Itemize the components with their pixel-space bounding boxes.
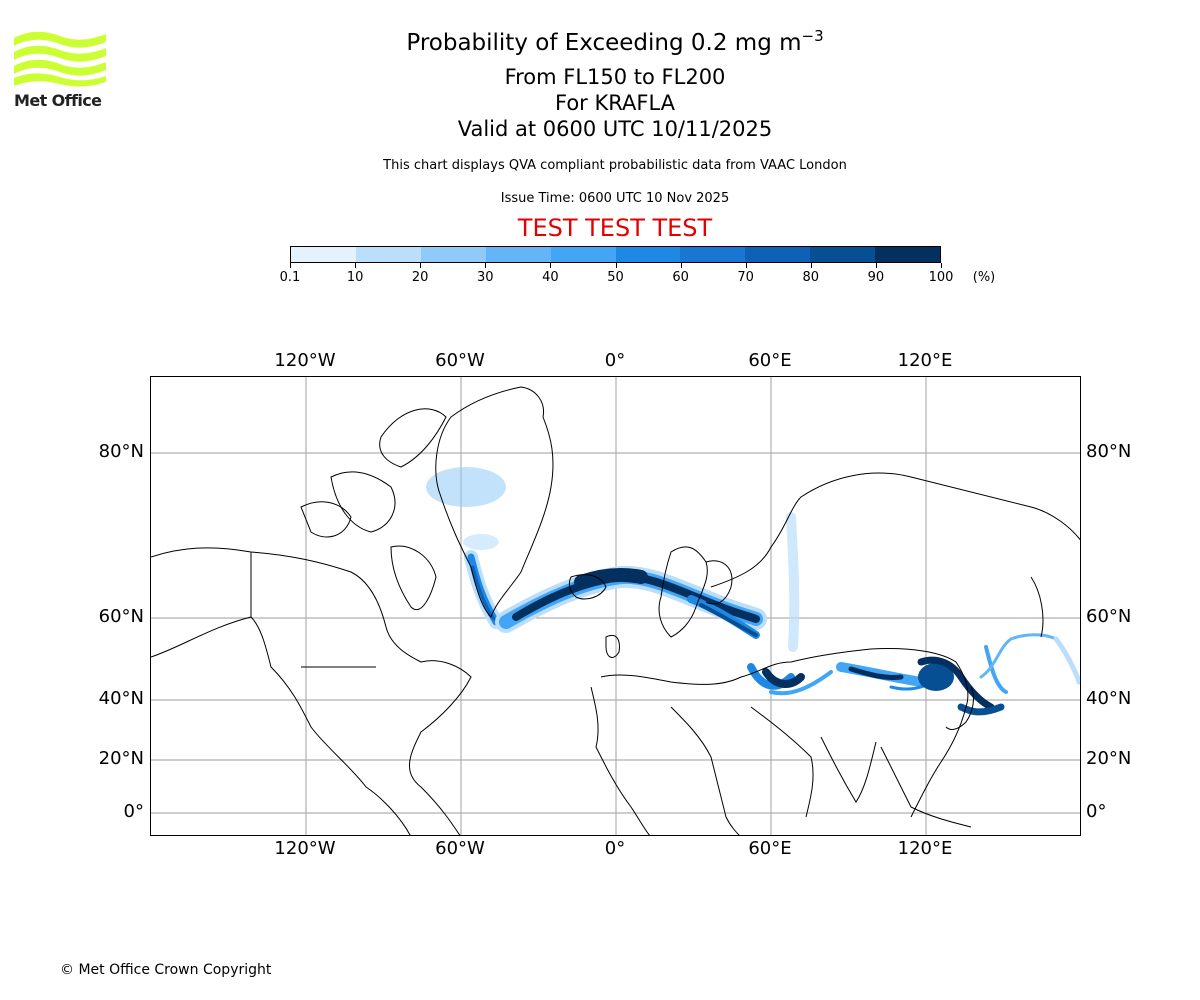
- colorbar-unit: (%): [972, 270, 996, 285]
- top-longitude-label: 0°: [604, 350, 626, 371]
- colorbar-bin-1: [355, 247, 421, 262]
- colorbar-tick-label: 60: [672, 270, 689, 285]
- colorbar-bin-8: [810, 247, 876, 262]
- colorbar-tick: [745, 263, 747, 268]
- colorbar-bin-7: [745, 247, 811, 262]
- colorbar-tick-label: 50: [607, 270, 624, 285]
- colorbar-tick: [420, 263, 422, 268]
- colorbar: [290, 246, 941, 263]
- met-office-logo: Met Office: [14, 30, 106, 112]
- bottom-longitude-label: 0°: [604, 838, 626, 859]
- chart-title: Probability of Exceeding 0.2 mg m−3: [0, 27, 1200, 56]
- colorbar-tick: [355, 263, 357, 268]
- colorbar-bin-0: [291, 247, 356, 262]
- colorbar-tick: [485, 263, 487, 268]
- left-latitude-label: 60°N: [98, 606, 144, 627]
- colorbar-bin-9: [875, 247, 941, 262]
- copyright: © Met Office Crown Copyright: [60, 962, 272, 978]
- right-latitude-label: 20°N: [1086, 748, 1132, 769]
- wave-logo-icon: [14, 31, 106, 87]
- map-panel[interactable]: [150, 376, 1081, 836]
- title-text: Probability of Exceeding 0.2 mg m: [406, 30, 802, 56]
- chart-subtitle: From FL150 to FL200 For KRAFLA Valid at …: [0, 64, 1200, 142]
- colorbar-tick-label: 0.1: [279, 270, 301, 285]
- test-banner: TEST TEST TEST: [517, 214, 713, 242]
- map-canvas: [151, 377, 1080, 835]
- bottom-longitude-label: 120°W: [274, 838, 336, 859]
- colorbar-tick-label: 20: [411, 270, 429, 285]
- right-latitude-label: 40°N: [1086, 688, 1132, 709]
- colorbar-tick-label: 10: [346, 270, 364, 285]
- title-exponent: −3: [801, 27, 824, 45]
- ash-probability-field: [426, 467, 1080, 716]
- top-longitude-label: 120°E: [897, 350, 953, 371]
- colorbar-bin-6: [680, 247, 746, 262]
- colorbar-tick: [550, 263, 552, 268]
- colorbar-tick: [941, 263, 942, 268]
- colorbar-tick: [875, 263, 877, 268]
- bottom-longitude-label: 60°W: [435, 838, 485, 859]
- bottom-longitude-label: 60°E: [748, 838, 792, 859]
- top-longitude-label: 60°W: [435, 350, 485, 371]
- flight-levels: From FL150 to FL200: [504, 65, 726, 89]
- left-latitude-label: 0°: [123, 801, 144, 822]
- colorbar-tick-label: 100: [928, 270, 954, 285]
- top-longitude-label: 120°W: [274, 350, 336, 371]
- right-latitude-label: 80°N: [1086, 441, 1132, 462]
- colorbar-tick-label: 90: [867, 270, 885, 285]
- colorbar-bin-3: [485, 247, 551, 262]
- coastlines: [151, 386, 1080, 835]
- description: This chart displays QVA compliant probab…: [383, 158, 847, 173]
- left-latitude-label: 80°N: [98, 441, 144, 462]
- colorbar-tick: [680, 263, 682, 268]
- left-latitude-label: 20°N: [98, 748, 144, 769]
- colorbar-tick-label: 70: [737, 270, 754, 285]
- top-longitude-label: 60°E: [748, 350, 792, 371]
- logo-text: Met Office: [14, 91, 102, 110]
- colorbar-tick-label: 80: [802, 270, 820, 285]
- colorbar-ticks: [290, 263, 942, 269]
- colorbar-bin-2: [420, 247, 486, 262]
- colorbar-tick: [615, 263, 617, 268]
- volcano-name: For KRAFLA: [555, 91, 675, 115]
- graticule: [151, 377, 1080, 835]
- right-latitude-label: 0°: [1086, 801, 1107, 822]
- left-latitude-label: 40°N: [98, 688, 144, 709]
- bottom-longitude-label: 120°E: [897, 838, 953, 859]
- colorbar-bin-4: [550, 247, 616, 262]
- colorbar-tick: [290, 263, 291, 268]
- valid-time: Valid at 0600 UTC 10/11/2025: [457, 117, 773, 141]
- right-latitude-label: 60°N: [1086, 606, 1132, 627]
- issue-time: Issue Time: 0600 UTC 10 Nov 2025: [500, 191, 730, 206]
- colorbar-tick: [810, 263, 812, 268]
- colorbar-bin-5: [615, 247, 681, 262]
- colorbar-tick-label: 30: [477, 270, 494, 285]
- colorbar-tick-label: 40: [542, 270, 559, 285]
